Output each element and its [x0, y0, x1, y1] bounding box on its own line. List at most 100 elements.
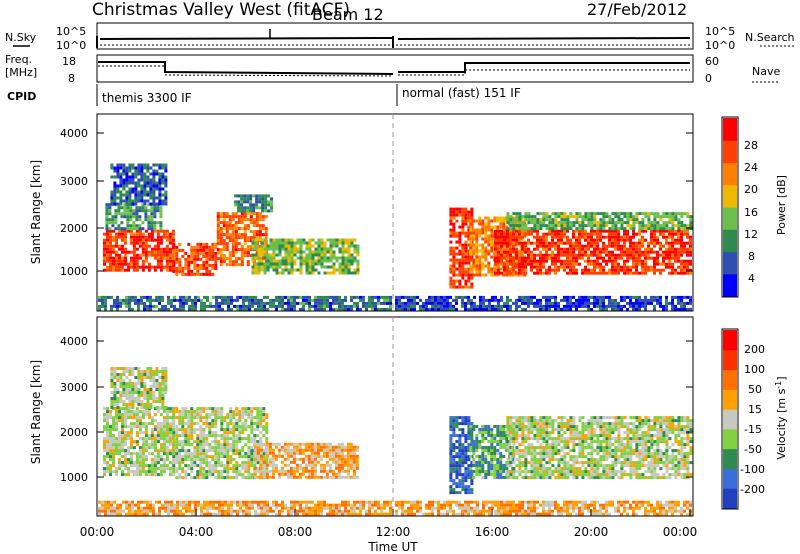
velocity-cell	[175, 416, 179, 420]
power-cell	[635, 265, 638, 269]
power-cell	[449, 234, 453, 238]
velocity-cell	[232, 434, 236, 438]
power-cell	[275, 247, 279, 251]
power-cell	[320, 301, 323, 305]
velocity-cell	[138, 449, 142, 453]
power-cell	[156, 256, 160, 260]
power-cell	[305, 265, 309, 269]
power-cell	[458, 258, 462, 262]
power-cell	[542, 232, 545, 236]
power-cell	[605, 247, 608, 251]
velocity-cell	[143, 406, 147, 409]
power-cell	[311, 256, 315, 260]
power-cell	[115, 244, 118, 248]
power-cell	[656, 298, 659, 302]
velocity-cell	[131, 367, 135, 370]
power-cell	[118, 268, 121, 272]
velocity-cell	[165, 455, 169, 459]
power-cell	[563, 235, 566, 239]
velocity-cell	[202, 473, 206, 477]
power-cell	[620, 256, 623, 260]
power-cell	[231, 248, 235, 252]
power-cell	[264, 227, 268, 231]
power-cell	[305, 256, 309, 260]
velocity-cell	[226, 416, 230, 420]
velocity-cell	[238, 413, 242, 417]
power-cell	[311, 304, 314, 308]
power-cell	[264, 242, 268, 246]
power-cell	[281, 301, 284, 305]
power-cell	[467, 213, 471, 217]
power-cell	[509, 262, 512, 266]
power-cell	[680, 265, 683, 269]
power-cell	[261, 218, 265, 222]
power-cell	[350, 271, 354, 275]
power-cell	[469, 258, 473, 262]
velocity-cell	[235, 410, 239, 414]
velocity-cell	[113, 367, 117, 370]
velocity-cell	[190, 461, 194, 465]
power-cbar-tick: 16	[744, 206, 758, 219]
power-cell	[620, 304, 623, 308]
power-cell	[527, 221, 531, 225]
power-cell	[493, 219, 497, 223]
power-cell	[455, 267, 459, 271]
velocity-cell	[259, 425, 263, 429]
power-cell	[178, 263, 182, 267]
power-cell	[587, 232, 590, 236]
power-cell	[106, 268, 109, 272]
velocity-cell	[161, 397, 165, 400]
power-cell	[611, 218, 615, 222]
power-cell	[159, 229, 163, 233]
power-cell	[341, 253, 345, 257]
power-cell	[258, 227, 262, 231]
power-cell	[103, 232, 106, 236]
power-cell	[545, 295, 548, 299]
power-cell	[143, 202, 147, 206]
power-cell	[158, 175, 162, 179]
power-cell	[272, 301, 275, 305]
power-cell	[114, 209, 118, 213]
velocity-cell	[253, 460, 257, 464]
power-cell	[125, 166, 129, 170]
power-cell	[228, 263, 232, 267]
power-cell	[165, 244, 169, 248]
velocity-cell	[211, 419, 215, 423]
power-cell	[311, 238, 315, 242]
power-cell	[237, 209, 241, 213]
power-cell	[194, 298, 197, 302]
power-cell	[134, 190, 138, 194]
velocity-cell	[135, 470, 139, 474]
power-cell	[635, 215, 639, 219]
power-cell	[144, 212, 148, 216]
velocity-cell	[158, 376, 162, 379]
velocity-cell	[156, 440, 160, 444]
power-cell	[505, 225, 509, 229]
power-cell	[144, 244, 148, 248]
power-cell	[458, 270, 462, 274]
power-cell	[638, 244, 641, 248]
power-cell	[572, 271, 575, 275]
velocity-cell	[250, 461, 254, 465]
velocity-cell	[119, 400, 123, 403]
power-cell	[590, 238, 593, 242]
power-cell	[452, 273, 456, 277]
power-cell	[308, 301, 311, 305]
velocity-cell	[146, 391, 150, 394]
power-cell	[251, 238, 255, 242]
power-cell	[118, 232, 121, 236]
power-cell	[656, 221, 660, 225]
velocity-cell	[247, 434, 251, 438]
power-cell	[602, 235, 605, 239]
power-cell	[269, 256, 273, 260]
power-cell	[671, 253, 674, 257]
power-cell	[502, 273, 506, 277]
power-cell	[566, 218, 570, 222]
power-colorbar-swatch	[723, 229, 737, 253]
power-cell	[481, 264, 485, 268]
power-cell	[152, 193, 156, 197]
power-cell	[155, 187, 159, 191]
velocity-cell	[165, 458, 169, 462]
power-cell	[121, 262, 124, 266]
velocity-cell	[140, 400, 144, 403]
